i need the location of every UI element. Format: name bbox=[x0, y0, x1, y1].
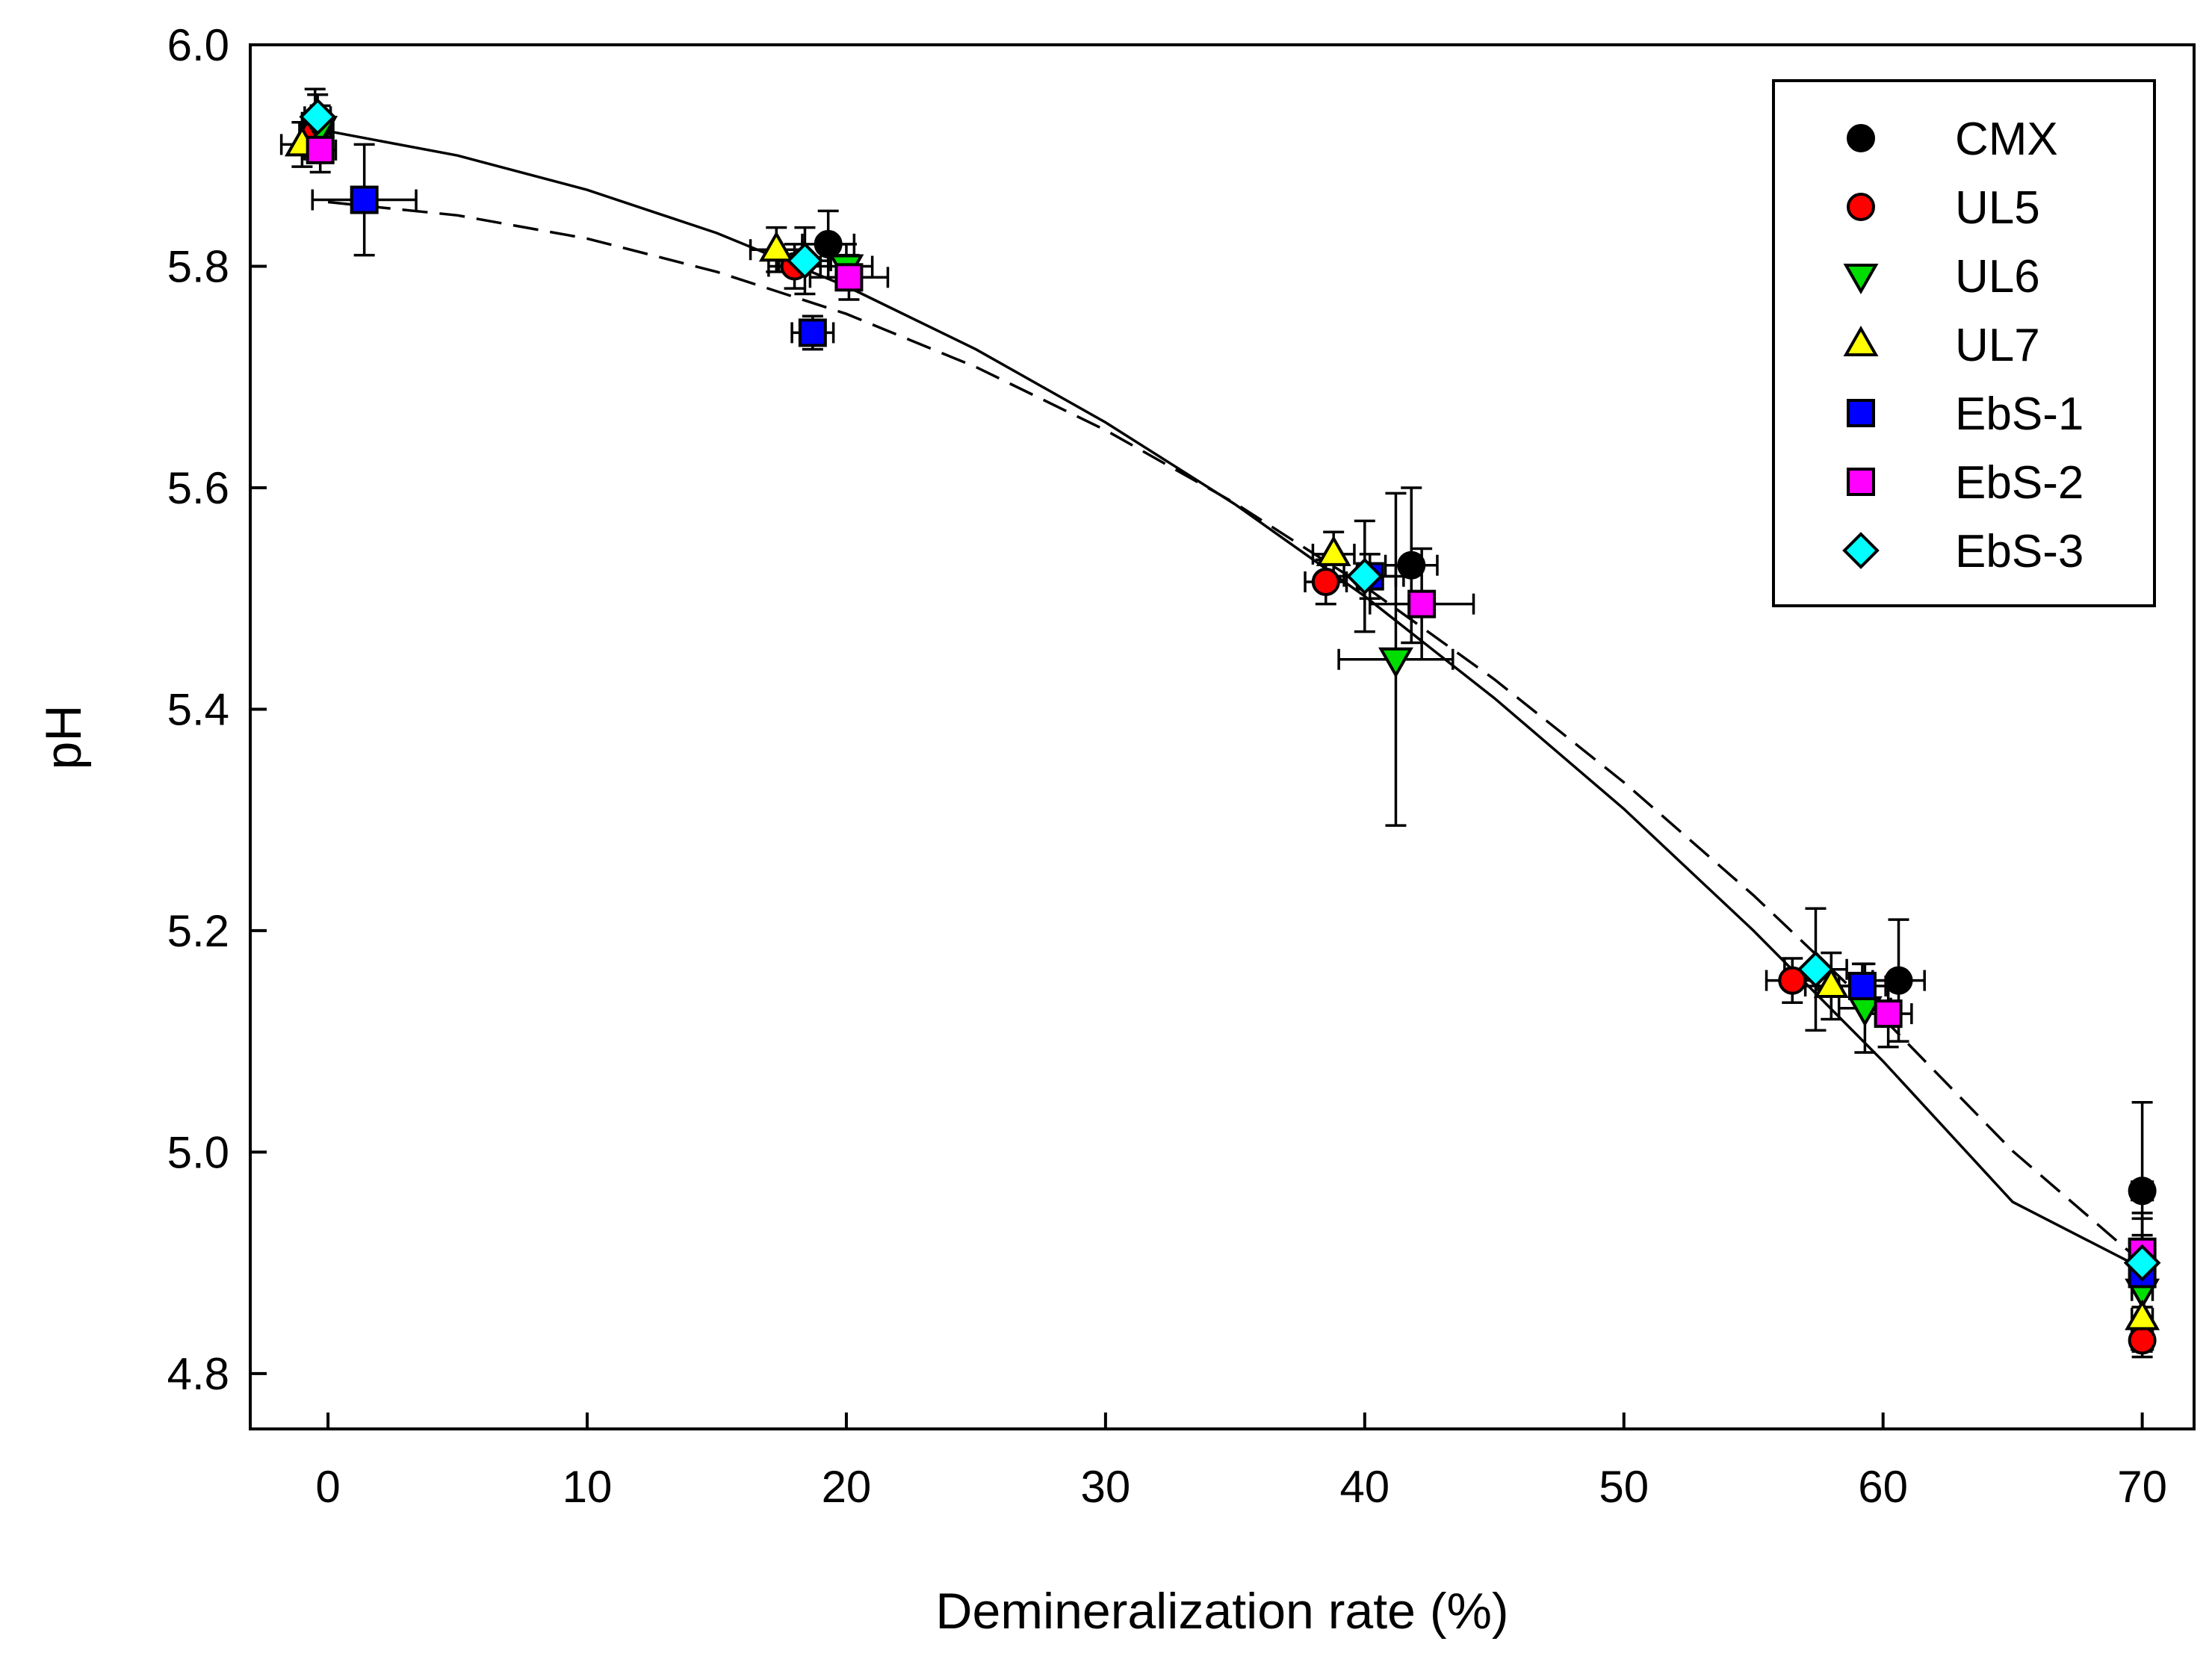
y-tick-label: 5.8 bbox=[167, 241, 229, 291]
y-axis: 4.8 5.0 5.2 5.4 5.6 5.8 6.0 bbox=[167, 20, 267, 1399]
legend-ul6-label: UL6 bbox=[1955, 251, 2040, 303]
x-tick-label: 20 bbox=[822, 1462, 872, 1512]
y-tick-label: 6.0 bbox=[167, 20, 229, 70]
ul5-point bbox=[1778, 966, 1807, 995]
x-tick-label: 60 bbox=[1858, 1462, 1908, 1512]
ebs-3-point bbox=[1797, 950, 1835, 988]
ebs-1-point bbox=[798, 318, 827, 347]
cmx-point bbox=[1884, 966, 1913, 995]
x-axis-label: Demineralization rate (%) bbox=[935, 1583, 1508, 1640]
ul5-point bbox=[1311, 567, 1340, 596]
legend-ebs-3-label: EbS-3 bbox=[1955, 526, 2084, 577]
legend-ul5-marker bbox=[1847, 193, 1875, 221]
x-tick-label: 70 bbox=[2117, 1462, 2167, 1512]
plot-frame bbox=[249, 43, 2196, 1430]
y-tick-label: 5.4 bbox=[167, 684, 229, 734]
legend-ebs-1-marker bbox=[1847, 399, 1875, 427]
ul7-point bbox=[758, 231, 794, 262]
x-tick-label: 30 bbox=[1081, 1462, 1131, 1512]
y-axis-label: pH bbox=[35, 705, 92, 770]
legend-ebs-1-label: EbS-1 bbox=[1955, 388, 2084, 440]
ebs-3-point bbox=[786, 242, 824, 279]
legend-ebs-3-marker bbox=[1842, 532, 1880, 569]
legend-ul7-label: UL7 bbox=[1955, 320, 2040, 371]
ebs-3-point bbox=[2123, 1244, 2161, 1282]
ul5-point bbox=[2128, 1326, 2157, 1355]
y-tick-label: 5.2 bbox=[167, 906, 229, 956]
ebs-1-point bbox=[350, 185, 379, 214]
ebs-2-point bbox=[306, 135, 335, 164]
ul7-point bbox=[1316, 535, 1351, 566]
legend-ebs-2-marker bbox=[1847, 468, 1875, 496]
legend-box bbox=[1772, 79, 2156, 607]
ebs-2-point bbox=[834, 263, 864, 292]
x-tick-label: 10 bbox=[563, 1462, 613, 1512]
ebs-2-point bbox=[1407, 589, 1437, 618]
ul7-point bbox=[1813, 967, 1849, 999]
legend-ebs-2-label: EbS-2 bbox=[1955, 457, 2084, 509]
data-markers bbox=[284, 98, 2161, 1355]
legend-cmx-label: CMX bbox=[1955, 114, 2058, 165]
legend-ul6-marker bbox=[1843, 264, 1879, 295]
legend-ul5-label: UL5 bbox=[1955, 182, 2040, 234]
legend: CMX UL5 UL6 UL7 EbS-1 EbS-2 EbS-3 bbox=[1772, 79, 2156, 607]
plot-area: 0 10 20 30 40 50 60 70 4.8 5.0 5.2 5.4 5.6 5.8 6.0 bbox=[167, 20, 2196, 1512]
ebs-3-point bbox=[1345, 557, 1384, 595]
legend-cmx-marker bbox=[1847, 124, 1875, 152]
x-tick-label: 40 bbox=[1339, 1462, 1390, 1512]
ebs-3-point bbox=[299, 98, 337, 136]
ebs-1-point bbox=[1847, 972, 1877, 1001]
y-tick-label: 5.0 bbox=[167, 1127, 229, 1177]
ebs-2-point bbox=[1874, 999, 1903, 1029]
cmx-point bbox=[2128, 1176, 2157, 1206]
x-tick-label: 0 bbox=[315, 1462, 340, 1512]
x-axis: 0 10 20 30 40 50 60 70 bbox=[315, 1413, 2167, 1512]
y-tick-label: 5.6 bbox=[167, 463, 229, 513]
x-tick-label: 50 bbox=[1599, 1462, 1649, 1512]
cmx-point bbox=[1397, 551, 1426, 580]
cmx-point bbox=[814, 229, 843, 258]
ul6-point bbox=[1378, 647, 1413, 678]
legend-ul7-marker bbox=[1843, 325, 1879, 356]
ul7-point bbox=[2125, 1299, 2160, 1330]
y-tick-label: 4.8 bbox=[167, 1349, 229, 1399]
